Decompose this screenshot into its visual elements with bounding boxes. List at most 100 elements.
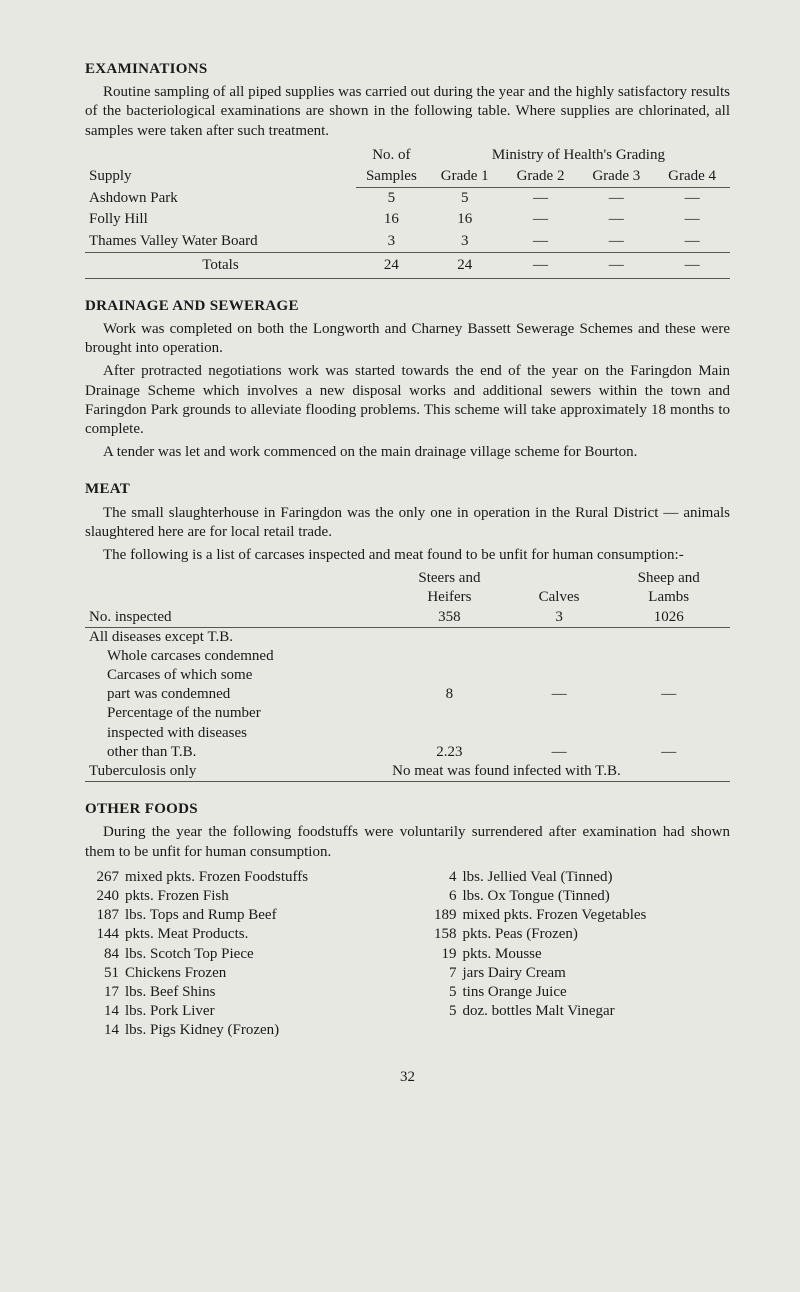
cell: Ashdown Park xyxy=(85,188,356,210)
cell xyxy=(388,647,511,666)
food-desc: lbs. Beef Shins xyxy=(125,983,393,1002)
food-qty: 5 xyxy=(423,1002,463,1021)
cell: All diseases except T.B. xyxy=(85,627,388,647)
cell: 5 xyxy=(356,188,427,210)
col-g3: Grade 3 xyxy=(578,166,654,188)
table-header-row: Steers and Sheep and xyxy=(85,569,730,588)
section-foods: OTHER FOODS During the year the followin… xyxy=(85,800,730,1040)
col-supply: Supply xyxy=(85,145,356,188)
cell: — xyxy=(503,231,579,253)
cell: 24 xyxy=(427,252,503,278)
food-qty: 19 xyxy=(423,945,463,964)
cell: No meat was found infected with T.B. xyxy=(388,762,730,782)
cell: — xyxy=(654,188,730,210)
heading-drainage: DRAINAGE AND SEWERAGE xyxy=(85,297,730,316)
cell: 358 xyxy=(388,608,511,628)
list-item: 14lbs. Pigs Kidney (Frozen) xyxy=(85,1021,393,1040)
cell: Heifers xyxy=(388,588,511,607)
table-header-row: Supply No. of Ministry of Health's Gradi… xyxy=(85,145,730,166)
table-row: other than T.B. 2.23 — — xyxy=(85,743,730,762)
list-item: 158pkts. Peas (Frozen) xyxy=(423,925,731,944)
drainage-p1: Work was completed on both the Longworth… xyxy=(85,320,730,358)
list-item: 4lbs. Jellied Veal (Tinned) xyxy=(423,868,731,887)
list-item: 19pkts. Mousse xyxy=(423,945,731,964)
table-row: Carcases of which some xyxy=(85,666,730,685)
cell: 16 xyxy=(356,209,427,230)
table-header-row: Heifers Calves Lambs xyxy=(85,588,730,607)
col-ministry: Ministry of Health's Grading xyxy=(427,145,730,166)
table-row: inspected with diseases xyxy=(85,724,730,743)
cell xyxy=(511,666,608,685)
cell: — xyxy=(511,685,608,704)
table-totals-row: Totals 24 24 — — — xyxy=(85,252,730,278)
cell: — xyxy=(503,188,579,210)
cell: — xyxy=(503,209,579,230)
food-qty: 158 xyxy=(423,925,463,944)
foods-columns: 267mixed pkts. Frozen Foodstuffs240pkts.… xyxy=(85,868,730,1041)
table-row: No. inspected 358 3 1026 xyxy=(85,608,730,628)
col-noof: No. of xyxy=(356,145,427,166)
food-qty: 51 xyxy=(85,964,125,983)
cell: 3 xyxy=(356,231,427,253)
table-row: Whole carcases condemned xyxy=(85,647,730,666)
cell xyxy=(85,588,388,607)
cell: — xyxy=(578,252,654,278)
cell: 3 xyxy=(427,231,503,253)
meat-table: Steers and Sheep and Heifers Calves Lamb… xyxy=(85,569,730,782)
food-desc: pkts. Frozen Fish xyxy=(125,887,393,906)
foods-left-col: 267mixed pkts. Frozen Foodstuffs240pkts.… xyxy=(85,868,393,1041)
cell: 8 xyxy=(388,685,511,704)
food-qty: 14 xyxy=(85,1002,125,1021)
list-item: 189mixed pkts. Frozen Vegetables xyxy=(423,906,731,925)
food-desc: lbs. Pigs Kidney (Frozen) xyxy=(125,1021,393,1040)
list-item: 51Chickens Frozen xyxy=(85,964,393,983)
food-qty: 6 xyxy=(423,887,463,906)
heading-examinations: EXAMINATIONS xyxy=(85,60,730,79)
cell: — xyxy=(578,231,654,253)
exam-intro: Routine sampling of all piped supplies w… xyxy=(85,83,730,141)
cell: — xyxy=(654,209,730,230)
list-item: 240pkts. Frozen Fish xyxy=(85,887,393,906)
food-desc: jars Dairy Cream xyxy=(463,964,731,983)
cell: Percentage of the number xyxy=(85,704,388,723)
cell: — xyxy=(511,743,608,762)
food-qty: 14 xyxy=(85,1021,125,1040)
food-desc: doz. bottles Malt Vinegar xyxy=(463,1002,731,1021)
foods-right-col: 4lbs. Jellied Veal (Tinned)6lbs. Ox Tong… xyxy=(423,868,731,1041)
list-item: 84lbs. Scotch Top Piece xyxy=(85,945,393,964)
cell: Calves xyxy=(511,588,608,607)
list-item: 14lbs. Pork Liver xyxy=(85,1002,393,1021)
food-desc: mixed pkts. Frozen Vegetables xyxy=(463,906,731,925)
table-row: Tuberculosis only No meat was found infe… xyxy=(85,762,730,782)
cell: — xyxy=(503,252,579,278)
col-g2: Grade 2 xyxy=(503,166,579,188)
cell: — xyxy=(578,209,654,230)
food-qty: 240 xyxy=(85,887,125,906)
list-item: 144pkts. Meat Products. xyxy=(85,925,393,944)
cell: Thames Valley Water Board xyxy=(85,231,356,253)
cell: Carcases of which some xyxy=(85,666,388,685)
table-row: Thames Valley Water Board 3 3 — — — xyxy=(85,231,730,253)
page: EXAMINATIONS Routine sampling of all pip… xyxy=(0,0,800,1118)
food-qty: 187 xyxy=(85,906,125,925)
table-row: Ashdown Park 5 5 — — — xyxy=(85,188,730,210)
cell: Totals xyxy=(85,252,356,278)
cell: — xyxy=(607,743,730,762)
list-item: 6lbs. Ox Tongue (Tinned) xyxy=(423,887,731,906)
cell xyxy=(607,647,730,666)
cell: Tuberculosis only xyxy=(85,762,388,782)
cell: Lambs xyxy=(607,588,730,607)
cell: Steers and xyxy=(388,569,511,588)
meat-p1: The small slaughterhouse in Faringdon wa… xyxy=(85,504,730,542)
meat-p2: The following is a list of carcases insp… xyxy=(85,546,730,565)
cell: Sheep and xyxy=(607,569,730,588)
cell xyxy=(388,666,511,685)
table-row: All diseases except T.B. xyxy=(85,627,730,647)
heading-foods: OTHER FOODS xyxy=(85,800,730,819)
cell xyxy=(607,724,730,743)
cell xyxy=(388,724,511,743)
food-qty: 7 xyxy=(423,964,463,983)
heading-meat: MEAT xyxy=(85,480,730,499)
section-drainage: DRAINAGE AND SEWERAGE Work was completed… xyxy=(85,297,730,463)
food-desc: lbs. Scotch Top Piece xyxy=(125,945,393,964)
